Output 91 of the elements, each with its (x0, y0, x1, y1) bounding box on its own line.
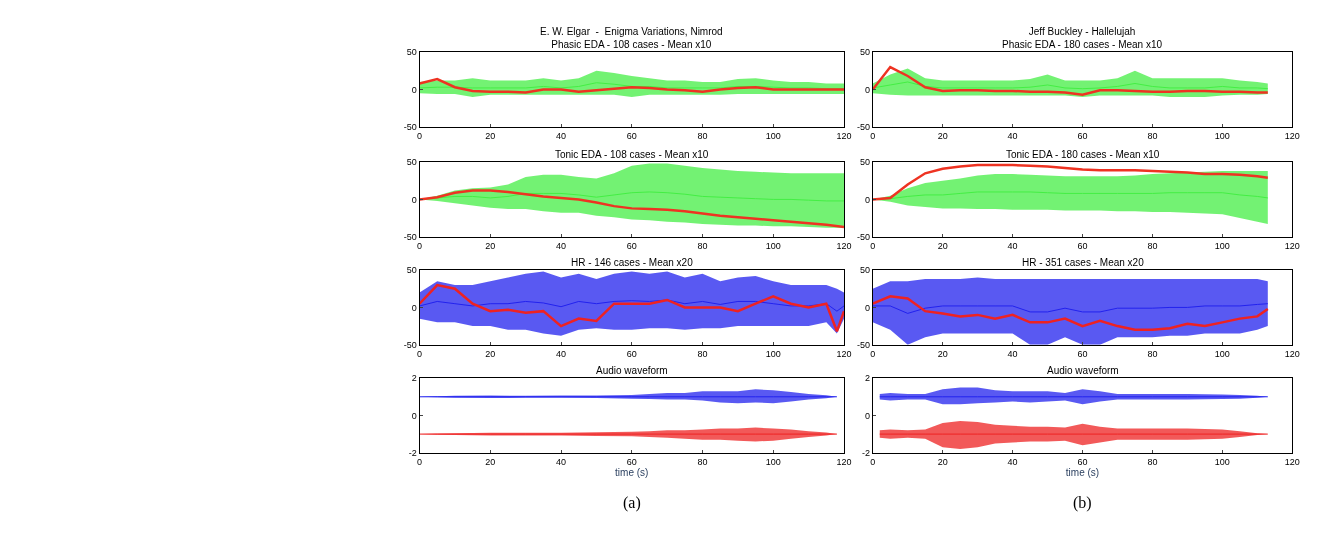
y-tick-label: 0 (411, 302, 417, 313)
x-tick-label: 60 (1077, 348, 1088, 359)
x-tick-label: 120 (1284, 240, 1300, 251)
x-tick-label: 40 (1007, 348, 1018, 359)
chart-title: E. W. Elgar - Enigma Variations, Nimrod (540, 26, 723, 37)
y-tick-label: 50 (406, 47, 417, 58)
text: (a) (623, 494, 641, 512)
y-tick-label: 0 (864, 194, 870, 205)
x-tick-label: 20 (937, 348, 948, 359)
x-tick-label: 120 (1284, 130, 1300, 141)
y-tick-label: 0 (864, 84, 870, 95)
x-tick-label: 20 (937, 456, 948, 467)
x-tick-label: 100 (1214, 348, 1230, 359)
y-tick-label: -50 (856, 231, 870, 242)
y-tick-label: -50 (403, 231, 417, 242)
chart-subtitle: HR - 146 cases - Mean x20 (571, 257, 694, 268)
x-tick-label: 40 (556, 240, 567, 251)
x-tick-label: 40 (1007, 456, 1018, 467)
x-tick-label: 120 (836, 456, 852, 467)
x-tick-label: 40 (556, 348, 567, 359)
line-series (872, 163, 1270, 201)
line-series (419, 283, 844, 333)
y-tick-label: -50 (856, 121, 870, 132)
x-tick-label: 60 (626, 130, 637, 141)
y-tick-label: -2 (408, 447, 417, 458)
x-tick-label: 80 (697, 130, 708, 141)
x-tick-label: 60 (626, 456, 637, 467)
x-tick-label: 60 (1077, 130, 1088, 141)
chart-subtitle: Audio waveform (1047, 365, 1119, 376)
x-tick-label: 100 (1214, 240, 1230, 251)
x-tick-label: 20 (485, 240, 496, 251)
y-tick-label: 50 (406, 157, 417, 168)
x-tick-label: 40 (1007, 130, 1018, 141)
x-tick-label: 100 (765, 240, 781, 251)
line-series (419, 77, 844, 94)
x-tick-label: 80 (697, 240, 708, 251)
y-tick-label: 2 (411, 373, 417, 384)
y-tick-label: 0 (411, 84, 417, 95)
chart-subtitle: Tonic EDA - 108 cases - Mean x10 (555, 149, 709, 160)
x-tick-label: 120 (836, 240, 852, 251)
x-axis-title: time (s) (615, 466, 649, 478)
chart-subtitle: Phasic EDA - 180 cases - Mean x10 (1002, 39, 1163, 50)
x-tick-label: 20 (937, 130, 948, 141)
x-tick-label: 40 (556, 456, 567, 467)
x-axis-title: time (s) (1065, 466, 1100, 478)
x-tick-label: 20 (485, 456, 496, 467)
chart-subtitle: Phasic EDA - 108 cases - Mean x10 (551, 39, 712, 50)
x-tick-label: 20 (485, 348, 496, 359)
x-tick-label: 80 (697, 348, 708, 359)
x-tick-label: 80 (1147, 240, 1158, 251)
x-tick-label: 80 (1147, 456, 1158, 467)
y-tick-label: 50 (859, 47, 870, 58)
y-tick-label: 50 (406, 265, 417, 276)
x-tick-label: 80 (697, 456, 708, 467)
chart-subtitle: Audio waveform (596, 365, 668, 376)
line-series (419, 189, 844, 229)
y-tick-label: 0 (864, 302, 870, 313)
y-tick-label: 2 (864, 373, 870, 384)
x-tick-label: 40 (556, 130, 567, 141)
x-tick-label: 100 (1214, 130, 1230, 141)
y-tick-label: 0 (411, 194, 417, 205)
y-tick-label: 50 (859, 157, 870, 168)
x-tick-label: 120 (1284, 348, 1300, 359)
y-tick-label: 50 (859, 265, 870, 276)
y-tick-label: -50 (403, 121, 417, 132)
x-tick-label: 60 (1077, 240, 1088, 251)
y-tick-label: -50 (856, 339, 870, 350)
y-tick-label: -50 (403, 339, 417, 350)
x-tick-label: 120 (1284, 456, 1300, 467)
x-tick-label: 60 (626, 240, 637, 251)
x-tick-label: 120 (836, 130, 852, 141)
chart-title: Jeff Buckley - Hallelujah (1028, 26, 1136, 37)
x-tick-label: 60 (1077, 456, 1088, 467)
x-tick-label: 100 (765, 130, 781, 141)
x-tick-label: 100 (1214, 456, 1230, 467)
y-tick-label: 0 (864, 410, 870, 421)
x-tick-label: 80 (1147, 348, 1158, 359)
x-tick-label: 20 (485, 130, 496, 141)
chart-subtitle: HR - 351 cases - Mean x20 (1022, 257, 1145, 268)
x-tick-label: 100 (765, 456, 781, 467)
x-tick-label: 20 (937, 240, 948, 251)
text: (b) (1073, 494, 1092, 512)
chart-subtitle: Tonic EDA - 180 cases - Mean x10 (1006, 149, 1160, 160)
y-tick-label: -2 (861, 447, 870, 458)
y-tick-label: 0 (411, 410, 417, 421)
x-tick-label: 40 (1007, 240, 1018, 251)
x-tick-label: 120 (836, 348, 852, 359)
x-tick-label: 60 (626, 348, 637, 359)
line-series (872, 294, 1270, 332)
x-tick-label: 80 (1147, 130, 1158, 141)
x-tick-label: 100 (765, 348, 781, 359)
